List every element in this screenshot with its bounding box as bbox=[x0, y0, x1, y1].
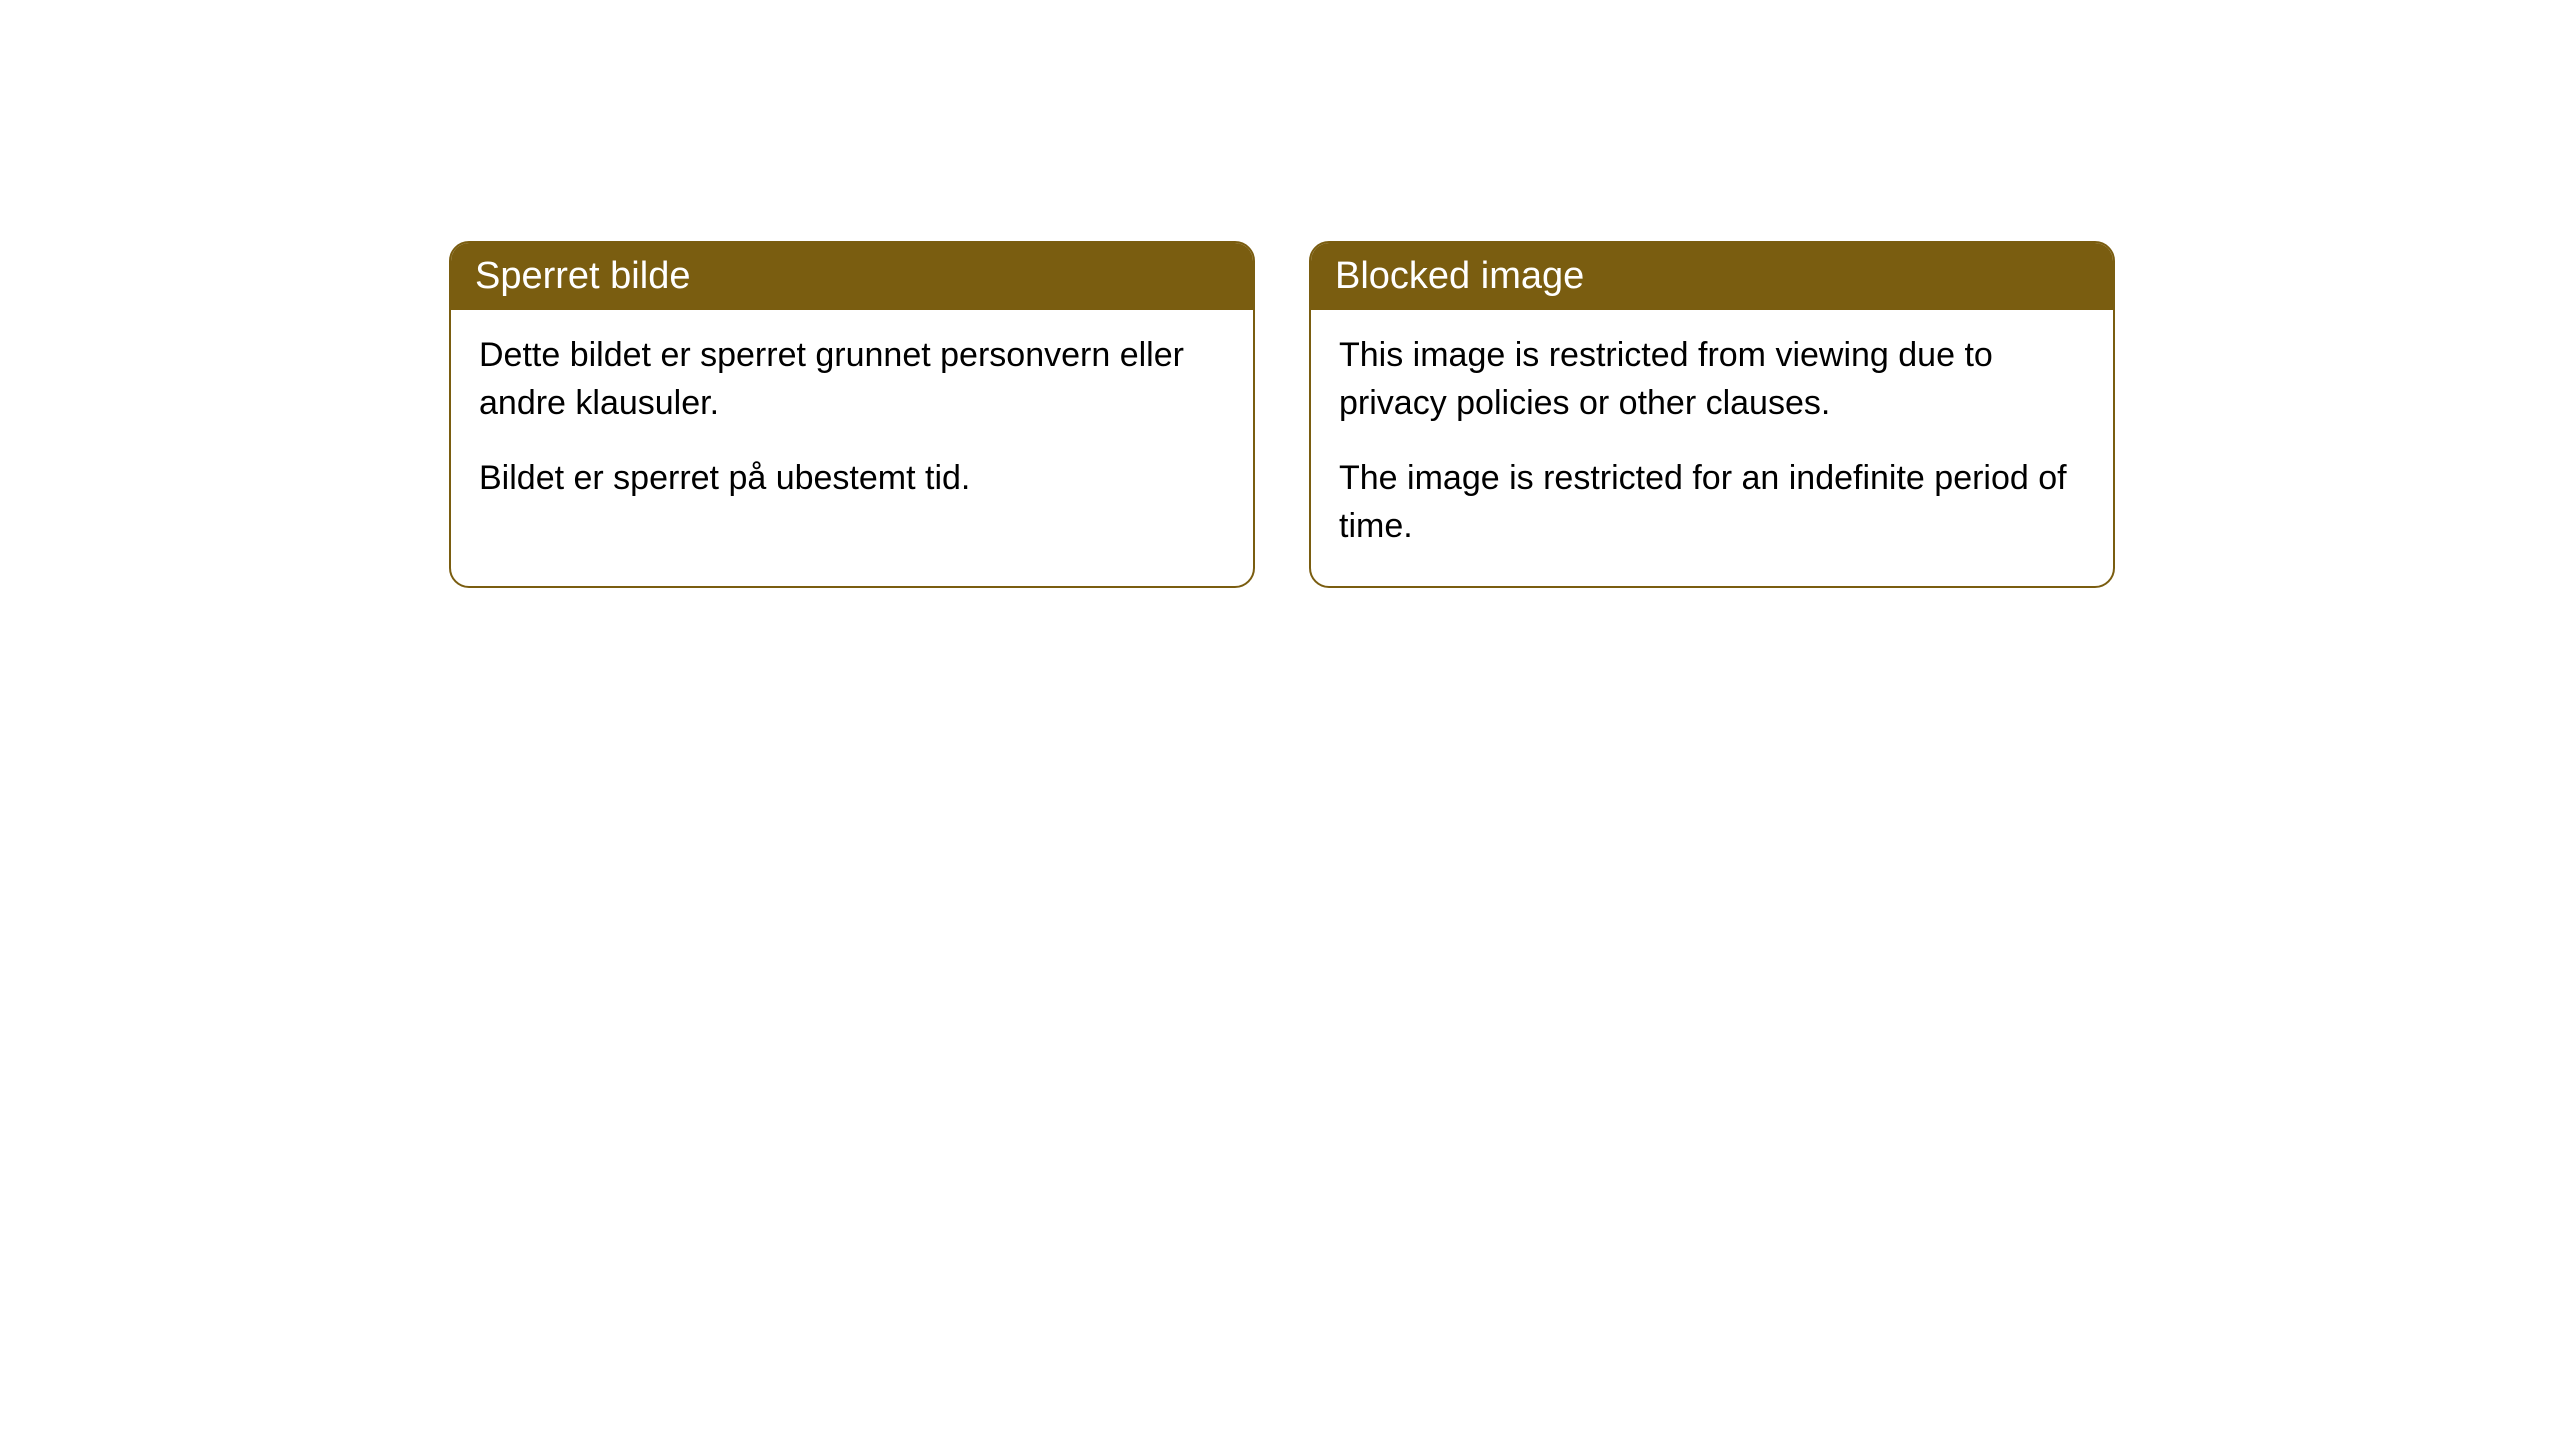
blocked-image-card-english: Blocked image This image is restricted f… bbox=[1309, 241, 2115, 588]
cards-container: Sperret bilde Dette bildet er sperret gr… bbox=[0, 0, 2560, 588]
card-paragraph-1-norwegian: Dette bildet er sperret grunnet personve… bbox=[479, 332, 1225, 427]
card-body-english: This image is restricted from viewing du… bbox=[1311, 310, 2113, 586]
card-paragraph-2-norwegian: Bildet er sperret på ubestemt tid. bbox=[479, 455, 1225, 503]
blocked-image-card-norwegian: Sperret bilde Dette bildet er sperret gr… bbox=[449, 241, 1255, 588]
card-title-english: Blocked image bbox=[1311, 243, 2113, 310]
card-paragraph-2-english: The image is restricted for an indefinit… bbox=[1339, 455, 2085, 550]
card-title-norwegian: Sperret bilde bbox=[451, 243, 1253, 310]
card-paragraph-1-english: This image is restricted from viewing du… bbox=[1339, 332, 2085, 427]
card-body-norwegian: Dette bildet er sperret grunnet personve… bbox=[451, 310, 1253, 539]
